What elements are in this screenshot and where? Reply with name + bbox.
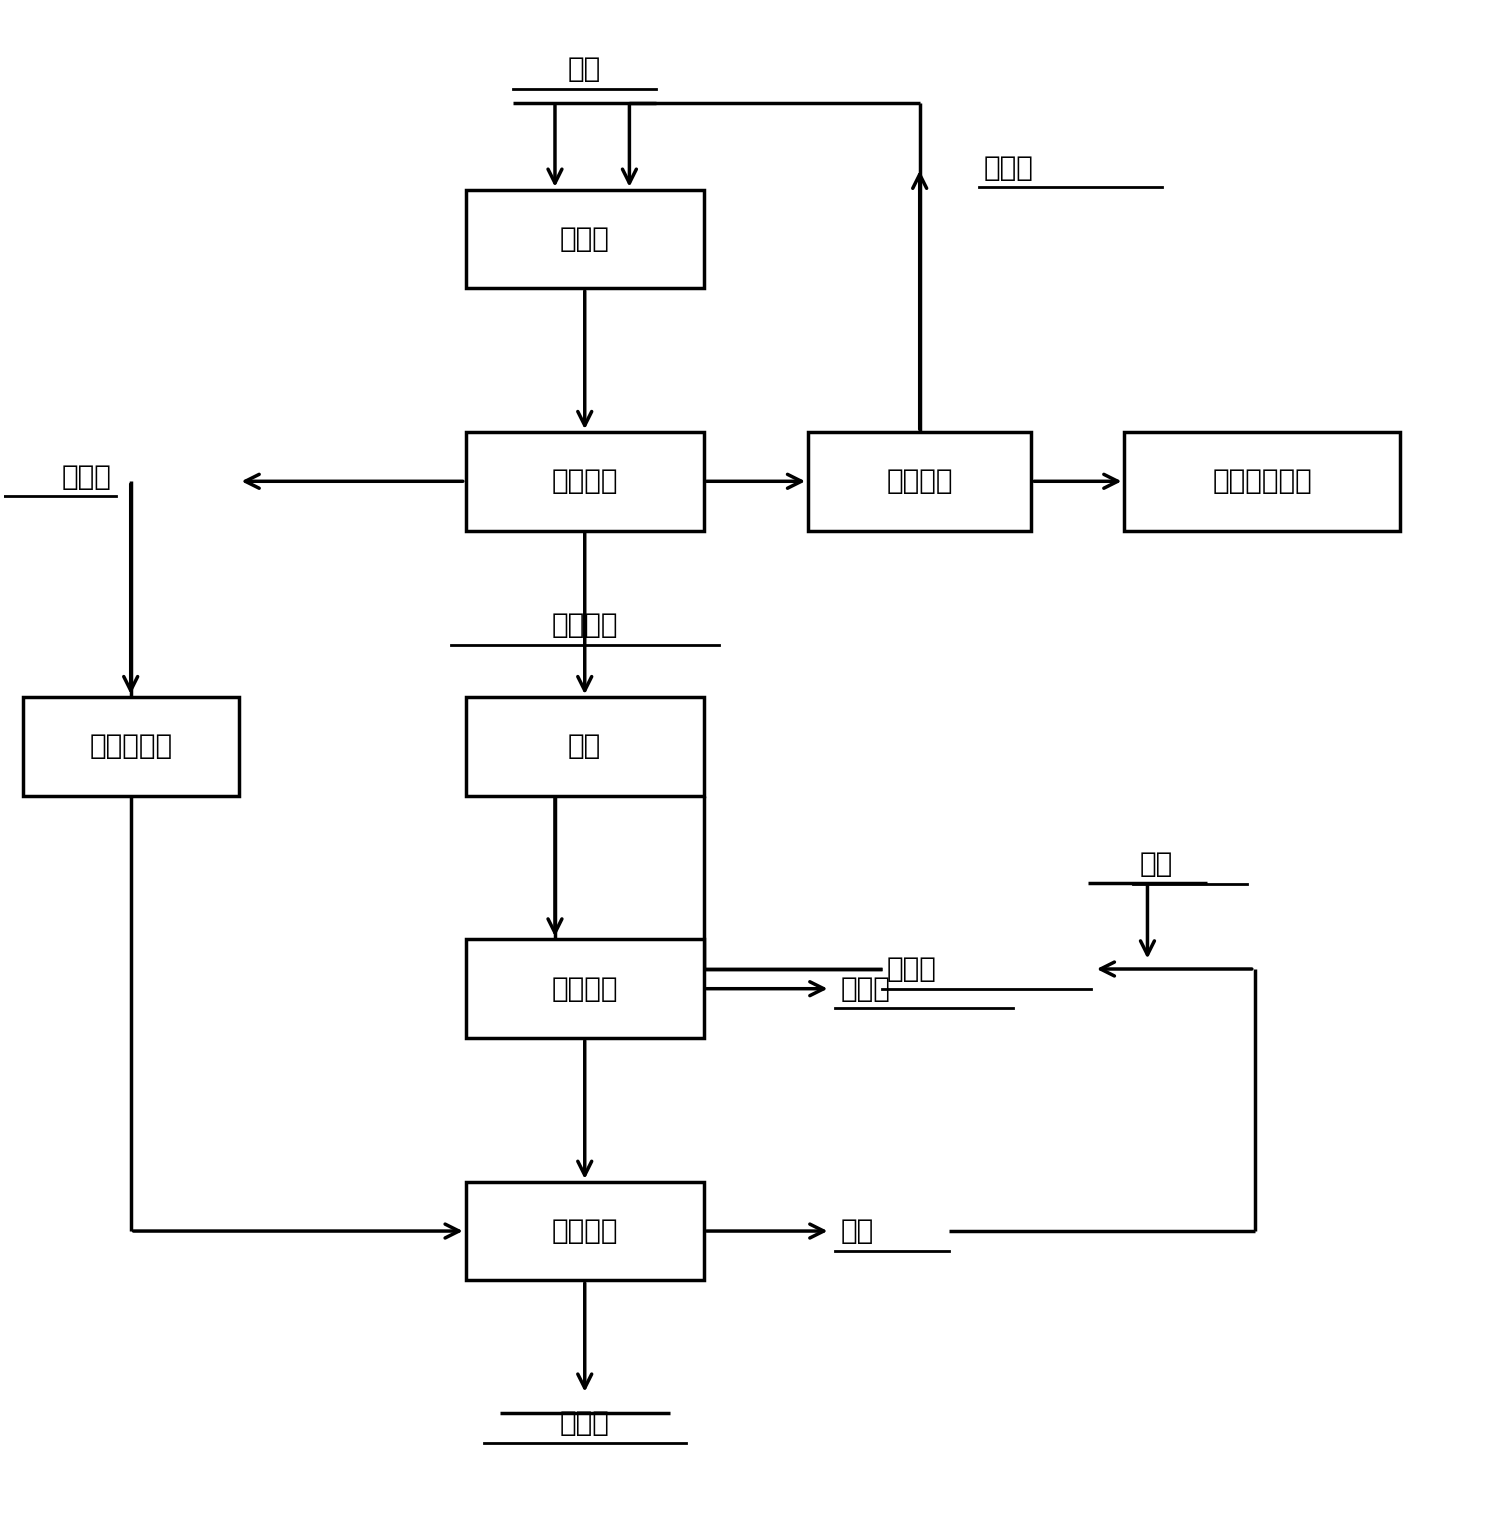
Text: 洗矿水: 洗矿水	[61, 463, 111, 490]
Text: 浸出液: 浸出液	[841, 975, 891, 1002]
Text: 泥沙分离: 泥沙分离	[551, 468, 618, 495]
FancyBboxPatch shape	[466, 1182, 704, 1281]
Text: 矿堆喷淤: 矿堆喷淤	[551, 975, 618, 1002]
Text: 破礁: 破礁	[569, 733, 602, 760]
FancyBboxPatch shape	[466, 190, 704, 288]
FancyBboxPatch shape	[808, 433, 1031, 530]
Text: 矿堆洗溤: 矿堆洗溤	[551, 1217, 618, 1244]
Text: 细泥浓密: 细泥浓密	[886, 468, 954, 495]
FancyBboxPatch shape	[22, 698, 238, 795]
FancyBboxPatch shape	[466, 698, 704, 795]
Text: 硫酸: 硫酸	[1141, 850, 1174, 879]
Text: 洗　矿: 洗 矿	[560, 225, 609, 253]
Text: 其它方法处理: 其它方法处理	[1213, 468, 1311, 495]
Text: 洗液: 洗液	[841, 1217, 874, 1244]
Text: 溢流水: 溢流水	[984, 154, 1033, 181]
FancyBboxPatch shape	[466, 940, 704, 1039]
Text: 原矿: 原矿	[569, 55, 602, 84]
Text: 矿　渣: 矿 渣	[560, 1409, 609, 1438]
FancyBboxPatch shape	[466, 433, 704, 530]
FancyBboxPatch shape	[1124, 433, 1400, 530]
Text: 洗溤水配制: 洗溤水配制	[90, 733, 172, 760]
Text: 粗粒部分: 粗粒部分	[551, 611, 618, 640]
Text: 喷淤液: 喷淤液	[886, 955, 937, 982]
